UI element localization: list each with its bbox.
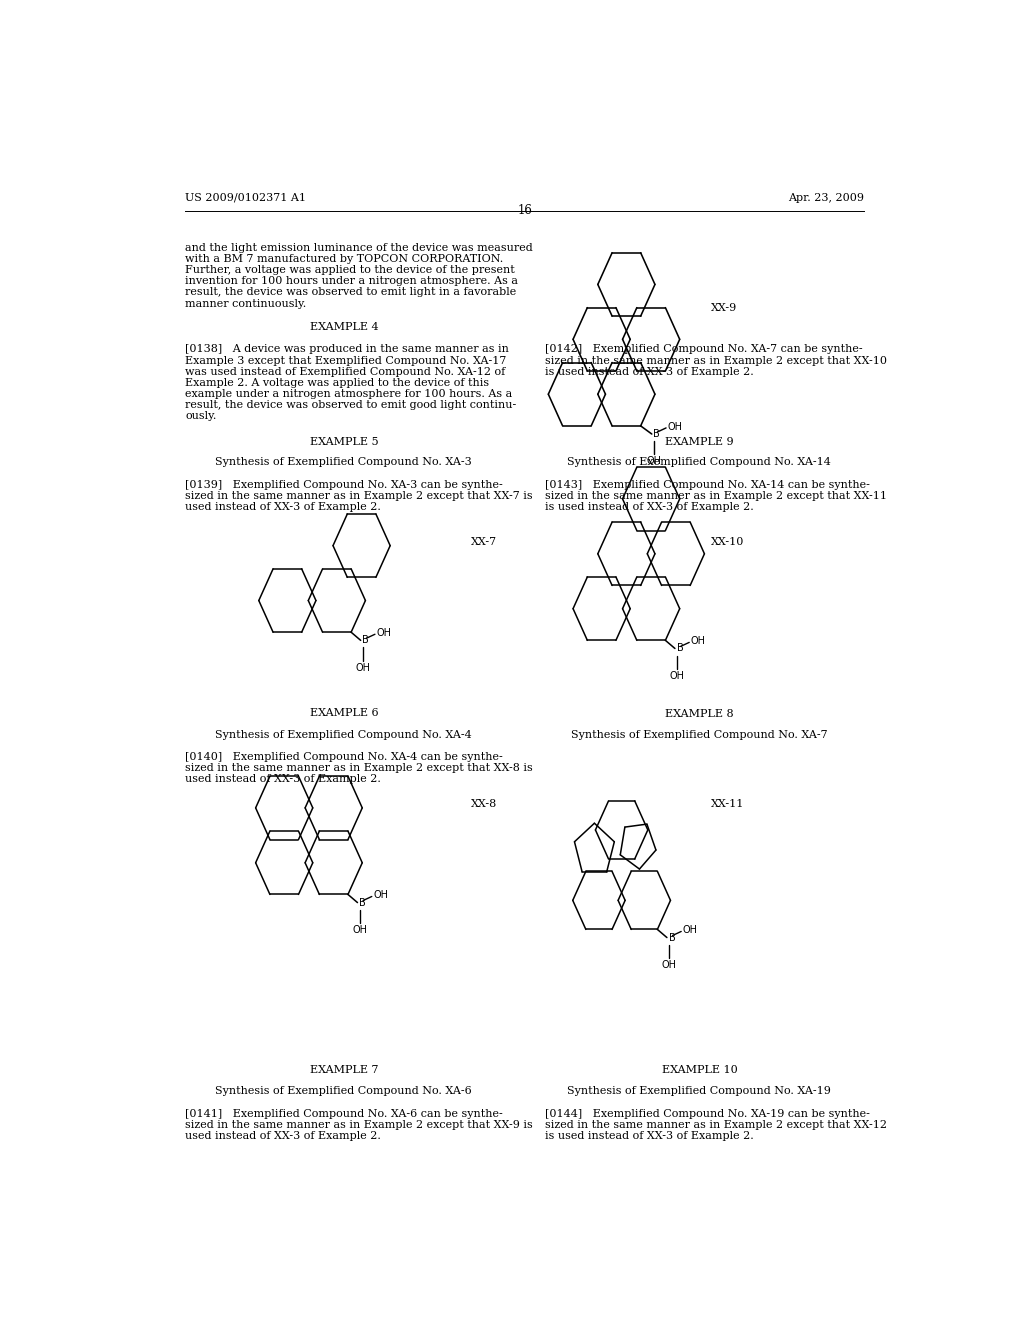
Text: sized in the same manner as in Example 2 except that XX-8 is: sized in the same manner as in Example 2… bbox=[185, 763, 532, 774]
Text: XX-11: XX-11 bbox=[711, 799, 743, 809]
Text: US 2009/0102371 A1: US 2009/0102371 A1 bbox=[185, 193, 306, 203]
Text: sized in the same manner as in Example 2 except that XX-9 is: sized in the same manner as in Example 2… bbox=[185, 1119, 532, 1130]
Text: Synthesis of Exemplified Compound No. XA-3: Synthesis of Exemplified Compound No. XA… bbox=[215, 457, 472, 467]
Text: used instead of XX-3 of Example 2.: used instead of XX-3 of Example 2. bbox=[185, 502, 381, 512]
Text: [0140]   Exemplified Compound No. XA-4 can be synthe-: [0140] Exemplified Compound No. XA-4 can… bbox=[185, 752, 503, 762]
Text: B: B bbox=[653, 429, 660, 440]
Text: EXAMPLE 4: EXAMPLE 4 bbox=[309, 322, 378, 333]
Text: [0144]   Exemplified Compound No. XA-19 can be synthe-: [0144] Exemplified Compound No. XA-19 ca… bbox=[545, 1109, 869, 1119]
Text: B: B bbox=[677, 643, 683, 653]
Text: was used instead of Exemplified Compound No. XA-12 of: was used instead of Exemplified Compound… bbox=[185, 367, 506, 376]
Text: EXAMPLE 10: EXAMPLE 10 bbox=[662, 1065, 737, 1074]
Text: B: B bbox=[669, 932, 675, 942]
Text: OH: OH bbox=[647, 457, 662, 466]
Text: 16: 16 bbox=[517, 205, 532, 216]
Text: Synthesis of Exemplified Compound No. XA-14: Synthesis of Exemplified Compound No. XA… bbox=[567, 457, 831, 467]
Text: Synthesis of Exemplified Compound No. XA-19: Synthesis of Exemplified Compound No. XA… bbox=[567, 1086, 831, 1097]
Text: B: B bbox=[359, 898, 366, 908]
Text: OH: OH bbox=[662, 960, 677, 970]
Text: [0138]   A device was produced in the same manner as in: [0138] A device was produced in the same… bbox=[185, 345, 509, 354]
Text: example under a nitrogen atmosphere for 100 hours. As a: example under a nitrogen atmosphere for … bbox=[185, 389, 512, 399]
Text: Synthesis of Exemplified Compound No. XA-4: Synthesis of Exemplified Compound No. XA… bbox=[215, 730, 472, 739]
Text: OH: OH bbox=[691, 636, 706, 647]
Text: Apr. 23, 2009: Apr. 23, 2009 bbox=[788, 193, 864, 203]
Text: ously.: ously. bbox=[185, 412, 216, 421]
Text: is used instead of XX-3 of Example 2.: is used instead of XX-3 of Example 2. bbox=[545, 367, 754, 376]
Text: sized in the same manner as in Example 2 except that XX-7 is: sized in the same manner as in Example 2… bbox=[185, 491, 532, 500]
Text: XX-9: XX-9 bbox=[711, 302, 736, 313]
Text: EXAMPLE 7: EXAMPLE 7 bbox=[309, 1065, 378, 1074]
Text: [0141]   Exemplified Compound No. XA-6 can be synthe-: [0141] Exemplified Compound No. XA-6 can… bbox=[185, 1109, 503, 1119]
Text: XX-10: XX-10 bbox=[711, 536, 743, 546]
Text: used instead of XX-3 of Example 2.: used instead of XX-3 of Example 2. bbox=[185, 775, 381, 784]
Text: sized in the same manner as in Example 2 except that XX-10: sized in the same manner as in Example 2… bbox=[545, 355, 887, 366]
Text: is used instead of XX-3 of Example 2.: is used instead of XX-3 of Example 2. bbox=[545, 1131, 754, 1140]
Text: used instead of XX-3 of Example 2.: used instead of XX-3 of Example 2. bbox=[185, 1131, 381, 1140]
Text: OH: OH bbox=[374, 891, 388, 900]
Text: Synthesis of Exemplified Compound No. XA-7: Synthesis of Exemplified Compound No. XA… bbox=[571, 730, 827, 739]
Text: OH: OH bbox=[683, 925, 697, 936]
Text: Further, a voltage was applied to the device of the present: Further, a voltage was applied to the de… bbox=[185, 265, 515, 275]
Text: Synthesis of Exemplified Compound No. XA-6: Synthesis of Exemplified Compound No. XA… bbox=[215, 1086, 472, 1097]
Text: is used instead of XX-3 of Example 2.: is used instead of XX-3 of Example 2. bbox=[545, 502, 754, 512]
Text: OH: OH bbox=[670, 671, 685, 681]
Text: and the light emission luminance of the device was measured: and the light emission luminance of the … bbox=[185, 243, 532, 252]
Text: EXAMPLE 8: EXAMPLE 8 bbox=[665, 709, 734, 719]
Text: OH: OH bbox=[355, 663, 371, 673]
Text: with a BM 7 manufactured by TOPCON CORPORATION.: with a BM 7 manufactured by TOPCON CORPO… bbox=[185, 253, 504, 264]
Text: result, the device was observed to emit good light continu-: result, the device was observed to emit … bbox=[185, 400, 516, 411]
Text: EXAMPLE 5: EXAMPLE 5 bbox=[309, 437, 378, 447]
Text: result, the device was observed to emit light in a favorable: result, the device was observed to emit … bbox=[185, 288, 516, 297]
Text: OH: OH bbox=[377, 628, 391, 639]
Text: Example 2. A voltage was applied to the device of this: Example 2. A voltage was applied to the … bbox=[185, 378, 489, 388]
Text: XX-8: XX-8 bbox=[471, 799, 497, 809]
Text: EXAMPLE 9: EXAMPLE 9 bbox=[665, 437, 734, 447]
Text: [0142]   Exemplified Compound No. XA-7 can be synthe-: [0142] Exemplified Compound No. XA-7 can… bbox=[545, 345, 862, 354]
Text: [0139]   Exemplified Compound No. XA-3 can be synthe-: [0139] Exemplified Compound No. XA-3 can… bbox=[185, 479, 503, 490]
Text: OH: OH bbox=[352, 925, 368, 935]
Text: sized in the same manner as in Example 2 except that XX-12: sized in the same manner as in Example 2… bbox=[545, 1119, 887, 1130]
Text: OH: OH bbox=[668, 422, 683, 432]
Text: XX-7: XX-7 bbox=[471, 536, 497, 546]
Text: [0143]   Exemplified Compound No. XA-14 can be synthe-: [0143] Exemplified Compound No. XA-14 ca… bbox=[545, 479, 869, 490]
Text: B: B bbox=[362, 635, 369, 645]
Text: invention for 100 hours under a nitrogen atmosphere. As a: invention for 100 hours under a nitrogen… bbox=[185, 276, 518, 286]
Text: Example 3 except that Exemplified Compound No. XA-17: Example 3 except that Exemplified Compou… bbox=[185, 355, 507, 366]
Text: manner continuously.: manner continuously. bbox=[185, 298, 306, 309]
Text: sized in the same manner as in Example 2 except that XX-11: sized in the same manner as in Example 2… bbox=[545, 491, 887, 500]
Text: EXAMPLE 6: EXAMPLE 6 bbox=[309, 709, 378, 718]
